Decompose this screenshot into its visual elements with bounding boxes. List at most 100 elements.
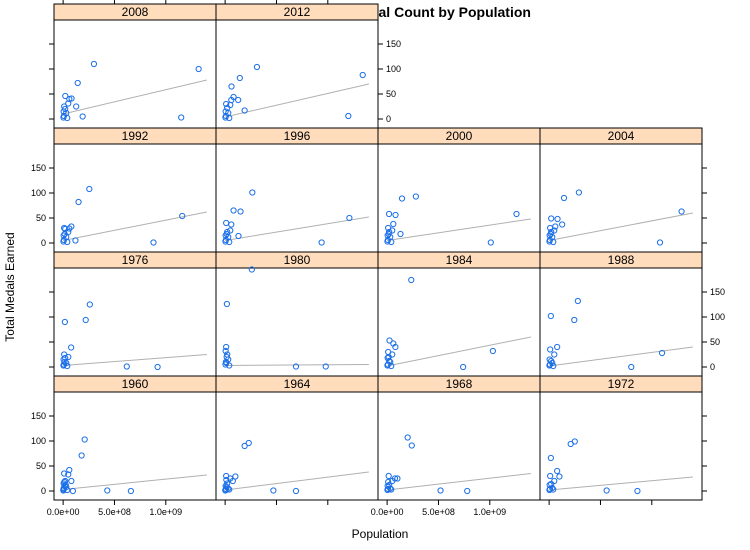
data-point-1988 — [554, 343, 561, 351]
trend-line-1972 — [549, 476, 693, 491]
y-tick-label: 150 — [31, 411, 46, 421]
data-point-1992 — [72, 237, 79, 244]
panel-1984 — [377, 267, 541, 377]
y-tick-label: 0 — [41, 486, 46, 496]
data-point-1960 — [78, 452, 85, 459]
data-point-1964 — [226, 486, 233, 493]
data-point-2004 — [546, 238, 553, 245]
panel-1996 — [215, 143, 379, 253]
y-tick-label: 100 — [31, 436, 46, 446]
data-point-1988 — [658, 349, 666, 357]
data-point-1980 — [223, 300, 230, 308]
y-tick-label: 100 — [386, 64, 401, 74]
data-point-1960 — [61, 470, 68, 477]
data-point-1972 — [547, 454, 554, 462]
x-axis-label: Population — [352, 527, 409, 541]
data-point-1960 — [66, 466, 73, 474]
strip-label-1988: 1988 — [608, 253, 635, 267]
x-tick-label: 1.0e+09 — [149, 507, 182, 517]
y-tick-label: 0 — [710, 362, 715, 372]
data-point-1996 — [227, 227, 234, 234]
data-point-1988 — [571, 316, 578, 324]
data-point-1988 — [628, 363, 635, 371]
data-point-1980 — [223, 343, 230, 351]
data-point-1960 — [104, 487, 111, 494]
data-point-1988 — [551, 351, 558, 358]
data-point-1968 — [385, 478, 392, 486]
y-tick-label: 150 — [31, 163, 46, 173]
data-point-2000 — [390, 220, 397, 228]
trend-line-1960 — [63, 474, 207, 490]
x-tick-label: 0.0e+00 — [371, 507, 404, 517]
y-axis-label: Total Medals Earned — [3, 232, 17, 341]
data-point-1972 — [603, 487, 610, 494]
data-point-1960 — [69, 487, 76, 495]
trend-line-1976 — [63, 354, 207, 366]
data-point-1992 — [60, 238, 67, 245]
data-point-1980 — [292, 363, 300, 370]
data-point-1968 — [389, 477, 396, 485]
data-point-1980 — [222, 347, 229, 355]
y-tick-label: 100 — [710, 312, 725, 322]
data-point-2008 — [62, 92, 69, 100]
y-tick-label: 0 — [41, 238, 46, 248]
data-point-1996 — [223, 219, 230, 227]
data-point-1964 — [241, 442, 248, 450]
data-point-1996 — [318, 239, 325, 246]
data-point-1992 — [75, 198, 82, 206]
data-point-1968 — [386, 481, 393, 489]
x-tick-label: 1.0e+09 — [473, 507, 506, 517]
data-point-1976 — [154, 363, 161, 371]
data-point-2004 — [550, 238, 557, 246]
data-point-1960 — [61, 478, 68, 486]
y-tick-label: 50 — [36, 461, 46, 471]
data-point-1984 — [408, 276, 415, 284]
data-point-1988 — [550, 362, 557, 370]
data-point-1996 — [223, 230, 230, 238]
trend-line-1988 — [549, 346, 693, 367]
data-point-1976 — [61, 318, 68, 326]
data-point-1984 — [388, 362, 395, 370]
data-point-1996 — [228, 221, 235, 228]
data-point-1984 — [489, 347, 496, 355]
strip-label-1972: 1972 — [608, 377, 635, 391]
data-point-1980 — [322, 363, 329, 370]
data-point-2000 — [412, 193, 419, 200]
data-point-1992 — [150, 239, 157, 246]
y-tick-label: 100 — [31, 188, 46, 198]
data-point-2004 — [554, 215, 561, 223]
data-point-2004 — [656, 239, 664, 246]
data-point-1960 — [65, 471, 72, 478]
x-tick-label: 5.0e+08 — [422, 507, 455, 517]
data-point-1988 — [574, 297, 581, 305]
data-point-1972 — [546, 486, 553, 494]
data-point-1984 — [386, 337, 393, 344]
data-point-1964 — [292, 487, 300, 495]
panel-1988 — [539, 267, 703, 377]
data-point-1976 — [61, 358, 68, 366]
panels-group: 1960 1964 1968 1972 1976 1980 1984 1988 1992 1996… — [31, 0, 725, 517]
strip-label-1968: 1968 — [446, 377, 473, 391]
data-point-1972 — [550, 486, 557, 493]
data-point-1972 — [551, 477, 558, 485]
data-point-1960 — [60, 484, 67, 492]
data-point-2000 — [398, 195, 406, 202]
data-point-1980 — [223, 353, 230, 361]
data-point-2000 — [513, 210, 520, 218]
data-point-2012 — [223, 100, 230, 108]
data-point-2012 — [228, 83, 235, 90]
data-point-1996 — [226, 238, 233, 246]
data-point-1976 — [62, 354, 69, 362]
data-point-1992 — [61, 230, 68, 238]
data-point-1984 — [385, 353, 392, 361]
data-point-2012 — [359, 71, 366, 79]
data-point-1992 — [64, 238, 71, 246]
data-point-1984 — [460, 363, 467, 371]
data-point-2012 — [241, 107, 248, 114]
data-point-1972 — [548, 480, 555, 488]
data-point-2012 — [253, 63, 261, 71]
trend-line-1980 — [225, 364, 369, 366]
data-point-2008 — [178, 114, 185, 121]
data-point-1976 — [86, 301, 93, 308]
data-point-2000 — [392, 211, 399, 219]
